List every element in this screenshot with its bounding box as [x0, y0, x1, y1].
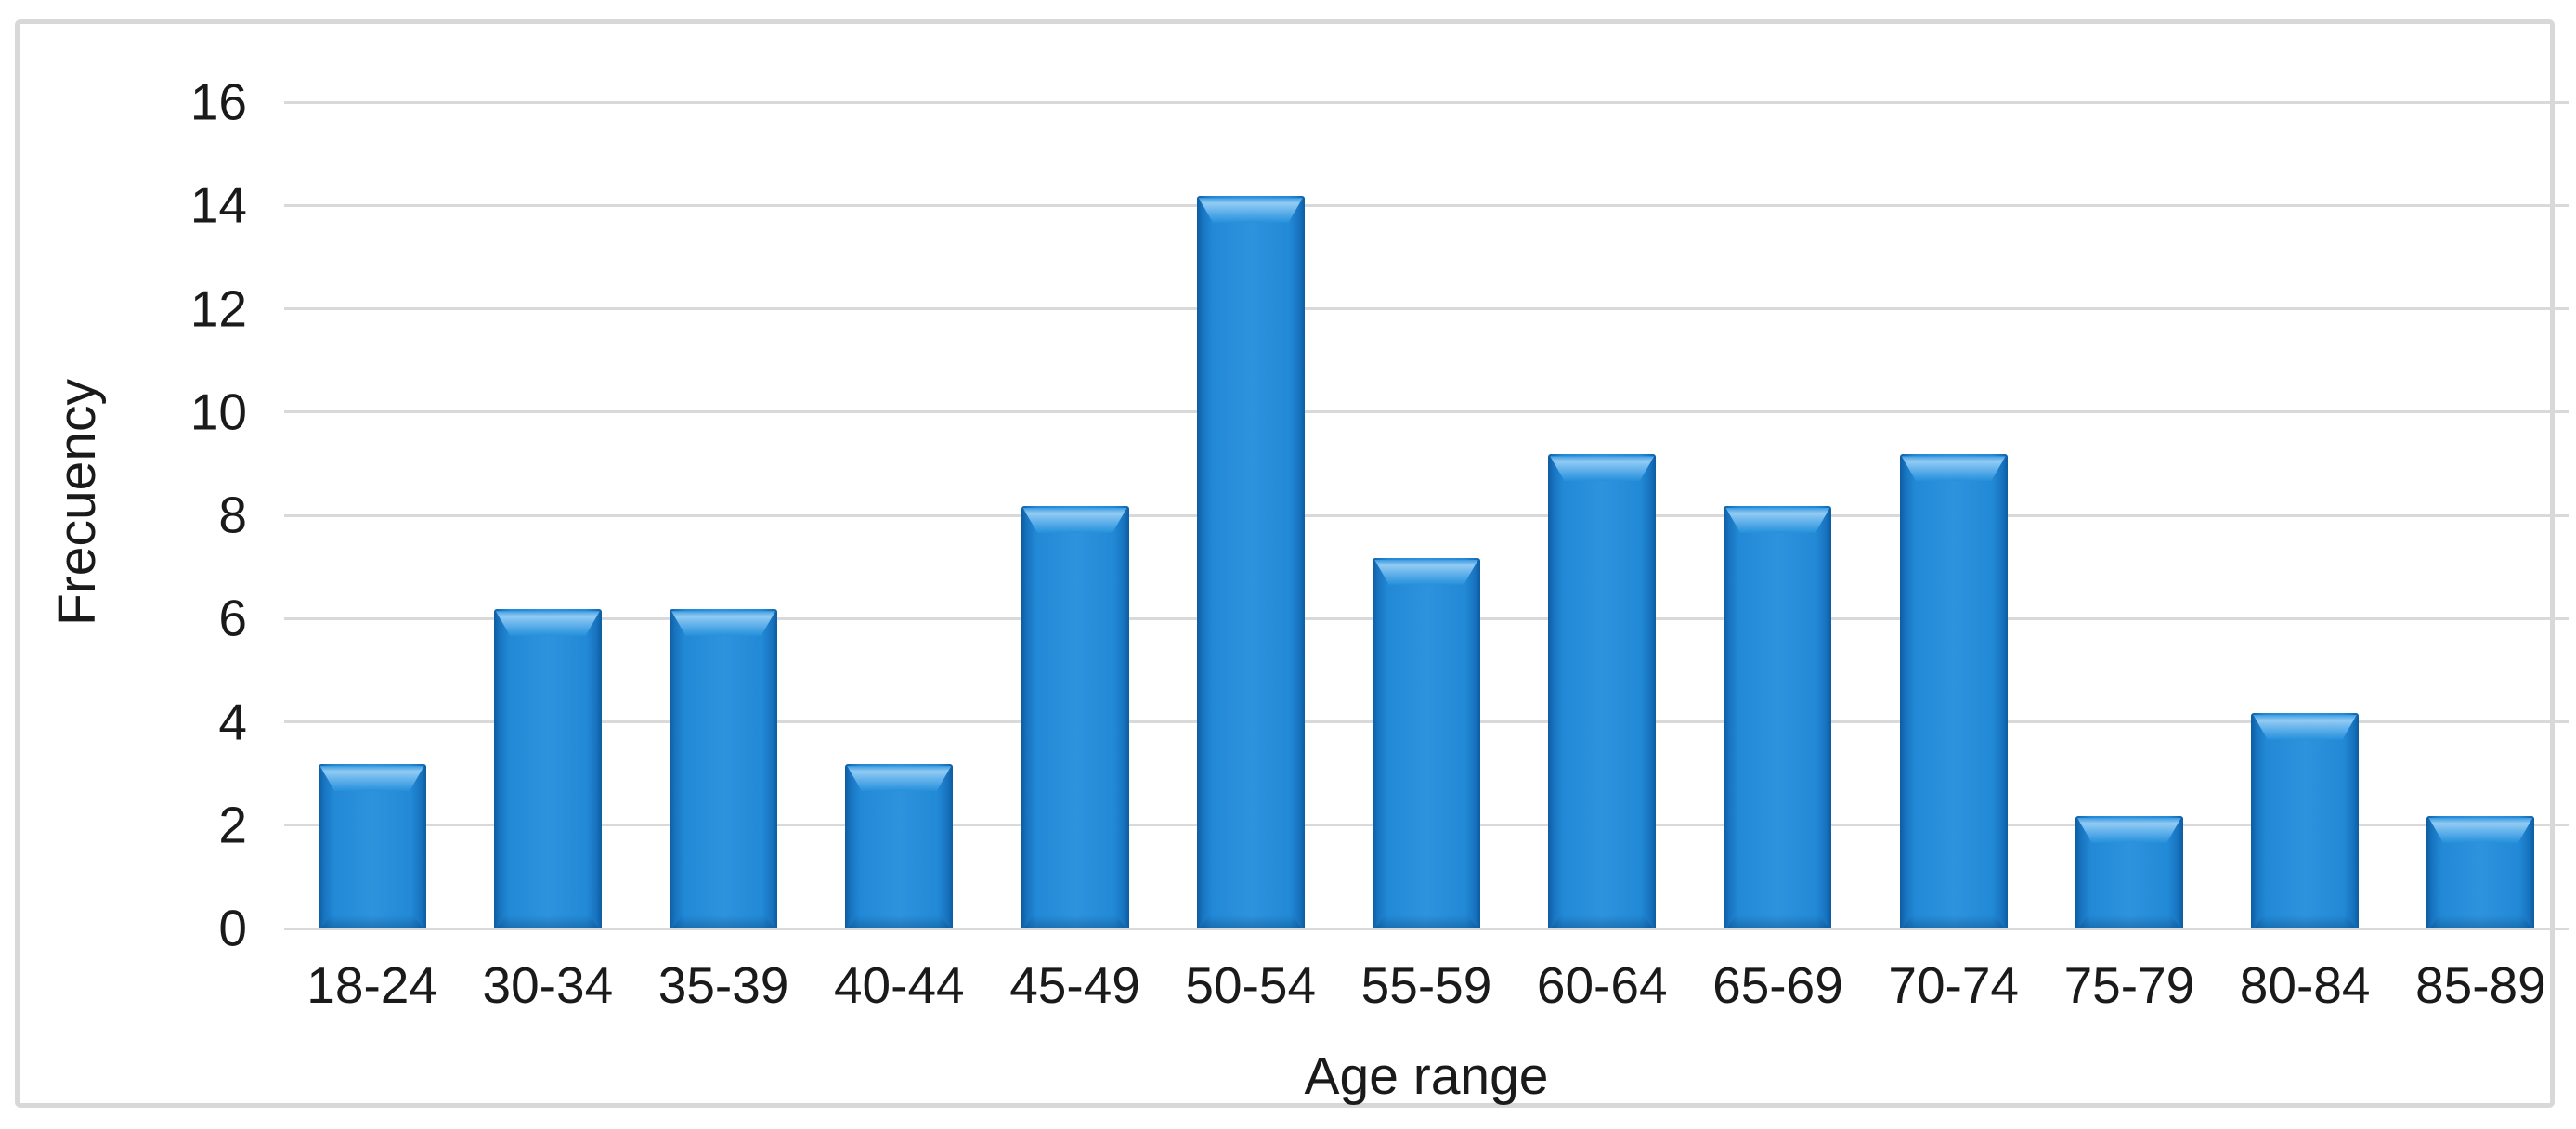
x-tick-label-80-84: 80-84 [2239, 956, 2371, 1014]
x-tick-label-35-39: 35-39 [657, 956, 789, 1014]
x-axis-tick-labels: 18-24 30-34 35-39 40-44 45-49 50-54 55-59 60-64… [284, 954, 2569, 1019]
y-tick-label-6: 6 [218, 589, 247, 647]
x-tick-label-60-64: 60-64 [1536, 956, 1668, 1014]
x-tick-label-30-34: 30-34 [482, 956, 614, 1014]
x-tick-label-65-69: 65-69 [1712, 956, 1843, 1014]
x-tick-label-40-44: 40-44 [833, 956, 965, 1014]
gridline-y-0 [284, 927, 2569, 930]
y-tick-label-10: 10 [189, 383, 247, 441]
plot-area [284, 100, 2569, 930]
bar-60-64 [1548, 454, 1657, 928]
x-tick-label-55-59: 55-59 [1360, 956, 1492, 1014]
y-tick-label-0: 0 [218, 899, 247, 957]
y-tick-label-4: 4 [218, 693, 247, 750]
bar-50-54 [1196, 196, 1305, 928]
bar-40-44 [845, 764, 954, 928]
bar-55-59 [1373, 557, 1480, 928]
bar-30-34 [493, 609, 602, 928]
x-tick-label-18-24: 18-24 [306, 956, 437, 1014]
y-tick-label-12: 12 [189, 279, 247, 337]
x-tick-label-70-74: 70-74 [1888, 956, 2020, 1014]
y-axis-tick-labels: 0 2 4 6 8 10 12 14 16 [20, 24, 247, 1103]
bar-35-39 [670, 609, 778, 928]
gridline-y-16 [284, 100, 2569, 104]
x-axis-title: Age range [1304, 1046, 1549, 1106]
gridline-y-10 [284, 410, 2569, 414]
gridline-y-12 [284, 307, 2569, 310]
bar-85-89 [2426, 815, 2535, 928]
bar-75-79 [2075, 815, 2183, 928]
bar-80-84 [2251, 712, 2360, 928]
bar-65-69 [1724, 506, 1832, 928]
x-tick-label-75-79: 75-79 [2063, 956, 2195, 1014]
bar-18-24 [318, 764, 426, 928]
y-tick-label-8: 8 [218, 486, 247, 544]
bar-70-74 [1899, 454, 2008, 928]
chart-frame: Frecuency 0 2 4 6 8 10 12 14 16 18-24 30-34 35-39 4… [15, 19, 2569, 1108]
y-tick-label-2: 2 [218, 796, 247, 854]
x-tick-label-45-49: 45-49 [1009, 956, 1140, 1014]
x-tick-label-50-54: 50-54 [1185, 956, 1317, 1014]
bar-45-49 [1021, 506, 1129, 928]
gridline-y-8 [284, 513, 2569, 517]
x-tick-label-85-89: 85-89 [2415, 956, 2546, 1014]
y-tick-label-16: 16 [189, 72, 247, 131]
y-tick-label-14: 14 [189, 175, 247, 234]
gridline-y-14 [284, 203, 2569, 207]
